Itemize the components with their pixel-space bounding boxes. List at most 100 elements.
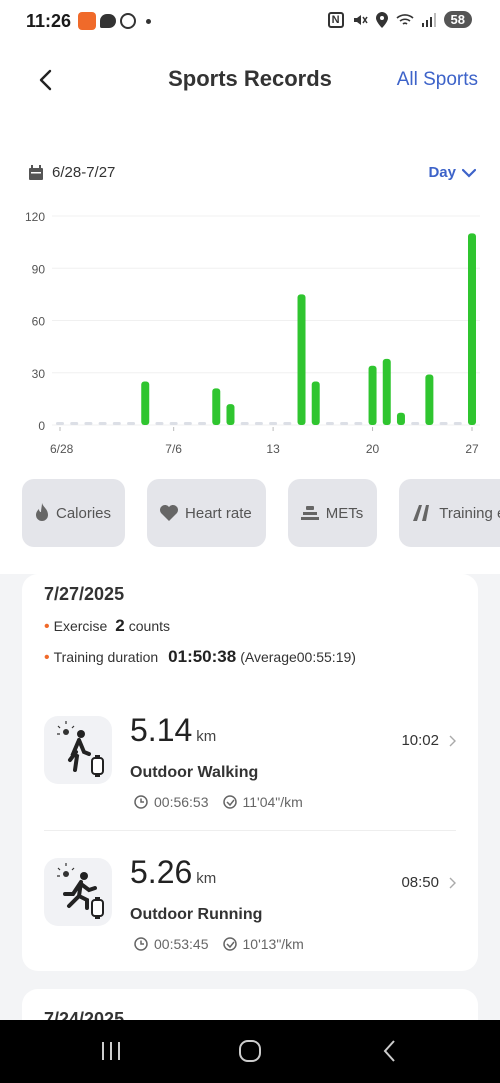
empty-bar bbox=[325, 422, 334, 425]
distance-unit: km bbox=[196, 728, 217, 745]
recent-apps-icon[interactable] bbox=[100, 1041, 122, 1061]
more-notifications-icon bbox=[146, 18, 151, 24]
record-time: 08:50 bbox=[401, 874, 456, 891]
duration-value: 00:53:45 bbox=[154, 936, 209, 952]
clock-icon bbox=[134, 937, 148, 951]
empty-bar bbox=[98, 422, 107, 425]
record-sport-name: Outdoor Walking bbox=[130, 764, 259, 781]
chip-training-effect[interactable]: Training e bbox=[399, 479, 500, 547]
all-sports-button[interactable]: All Sports bbox=[396, 69, 478, 90]
chip-label: METs bbox=[325, 504, 364, 522]
empty-bar bbox=[169, 422, 178, 425]
empty-bar bbox=[155, 422, 164, 425]
chip-calories[interactable]: Calories bbox=[22, 479, 126, 547]
back-nav-icon[interactable] bbox=[382, 1039, 396, 1063]
wifi-icon bbox=[395, 13, 414, 25]
duration-value: 00:56:53 bbox=[154, 794, 209, 810]
duration-stat: 00:56:53 bbox=[134, 794, 209, 810]
record-start-time: 08:50 bbox=[401, 874, 439, 891]
exercise-count: 2 bbox=[115, 616, 125, 635]
empty-bar bbox=[240, 422, 249, 425]
record-sport-name: Outdoor Running bbox=[130, 906, 263, 923]
bar bbox=[368, 365, 377, 425]
nfc-icon: N bbox=[327, 11, 344, 28]
distance-value: 5.26 bbox=[130, 854, 193, 890]
records-list[interactable]: 7/27/2025 • Exercise 2 counts • Training… bbox=[0, 574, 500, 1049]
chat-icon bbox=[100, 14, 116, 28]
bar bbox=[297, 294, 306, 425]
training-icon bbox=[413, 505, 430, 521]
bullet-icon: • bbox=[44, 649, 50, 666]
page-title: Sports Records bbox=[168, 66, 332, 91]
bar bbox=[141, 381, 150, 425]
date-range-selector[interactable]: 6/28-7/27 bbox=[28, 164, 115, 181]
distance-value: 5.14 bbox=[130, 712, 193, 748]
duration-value: 01:50:38 bbox=[168, 647, 237, 666]
chip-label: Training e bbox=[439, 504, 500, 522]
mets-icon bbox=[300, 506, 319, 520]
system-navigation-bar bbox=[0, 1020, 500, 1083]
duration-label: Training duration bbox=[53, 649, 159, 665]
y-tick-label: 0 bbox=[38, 419, 45, 433]
y-tick-label: 120 bbox=[25, 210, 45, 224]
chevron-right-icon bbox=[449, 877, 456, 888]
empty-bar bbox=[354, 422, 363, 425]
record-item-running[interactable]: 5.26 km 08:50 Outdoor Running 00:53:45 10… bbox=[44, 854, 456, 958]
empty-bar bbox=[84, 422, 93, 425]
empty-bar bbox=[283, 422, 292, 425]
bar bbox=[425, 374, 434, 425]
exercise-count-line: • Exercise 2 counts bbox=[44, 616, 170, 636]
status-bar: 11:26 N 58 bbox=[0, 0, 500, 46]
bar bbox=[311, 381, 320, 425]
chip-mets[interactable]: METs bbox=[287, 479, 378, 547]
training-duration-line: • Training duration 01:50:38 (Average00:… bbox=[44, 647, 356, 667]
empty-bar bbox=[56, 422, 64, 425]
record-stats: 00:56:53 11'04"/km bbox=[134, 794, 303, 810]
x-tick-label: 27 bbox=[465, 442, 479, 456]
x-tick-label: 20 bbox=[366, 442, 380, 456]
bar bbox=[382, 358, 391, 425]
x-tick-label: 13 bbox=[266, 442, 280, 456]
chevron-down-icon bbox=[462, 168, 476, 178]
status-time: 11:26 bbox=[26, 11, 72, 31]
empty-bar bbox=[70, 422, 79, 425]
home-icon[interactable] bbox=[238, 1039, 262, 1063]
pace-stat: 10'13"/km bbox=[222, 936, 304, 952]
x-tick-label: 7/6 bbox=[165, 442, 182, 456]
empty-bar bbox=[112, 422, 121, 425]
period-dropdown[interactable]: Day bbox=[428, 164, 476, 181]
record-start-time: 10:02 bbox=[401, 732, 439, 749]
heart-icon bbox=[160, 505, 179, 521]
mute-icon bbox=[353, 14, 368, 25]
empty-bar bbox=[183, 422, 192, 425]
record-item-walking[interactable]: 5.14 km 10:02 Outdoor Walking 00:56:53 11… bbox=[44, 712, 456, 816]
calendar-icon bbox=[29, 164, 43, 180]
pace-stat: 11'04"/km bbox=[222, 794, 303, 810]
empty-bar bbox=[269, 422, 278, 425]
duration-stat: 00:53:45 bbox=[134, 936, 209, 952]
exercise-unit: counts bbox=[128, 618, 171, 634]
bar bbox=[468, 233, 476, 425]
back-button[interactable] bbox=[30, 64, 60, 96]
bar bbox=[212, 388, 221, 425]
empty-bar bbox=[439, 422, 448, 425]
y-tick-label: 30 bbox=[32, 367, 46, 381]
duration-average: (Average00:55:19) bbox=[240, 649, 356, 665]
date-range-text: 6/28-7/27 bbox=[52, 164, 116, 181]
distance-unit: km bbox=[196, 870, 217, 887]
card-date: 7/27/2025 bbox=[44, 584, 125, 604]
pace-icon bbox=[222, 937, 237, 951]
bar bbox=[226, 404, 235, 425]
pace-value: 10'13"/km bbox=[242, 936, 304, 952]
rec-icon-box bbox=[44, 716, 112, 784]
notification-icons bbox=[78, 12, 151, 30]
pace-icon bbox=[222, 795, 237, 809]
x-tick-label: 6/28 bbox=[50, 442, 74, 456]
battery-indicator: 58 bbox=[443, 11, 472, 28]
chip-heart-rate[interactable]: Heart rate bbox=[147, 479, 266, 547]
chevron-right-icon bbox=[449, 735, 456, 746]
pace-value: 11'04"/km bbox=[242, 794, 303, 810]
exercise-label: Exercise bbox=[53, 618, 108, 634]
metric-chips: Calories Heart rate METs Training e bbox=[22, 479, 500, 547]
record-distance: 5.26 km bbox=[130, 854, 216, 891]
